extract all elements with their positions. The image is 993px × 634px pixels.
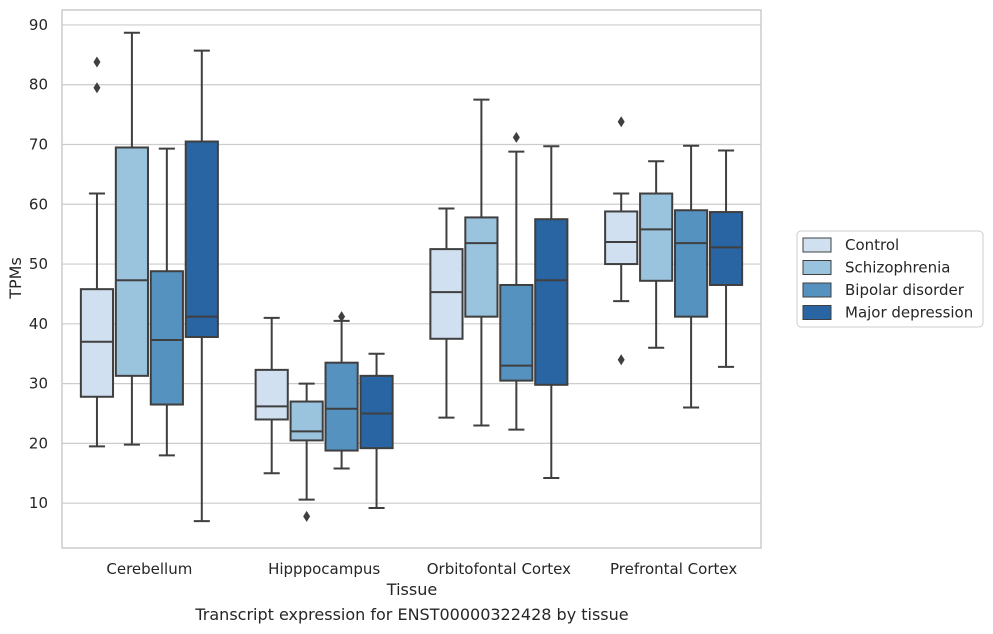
box-major-depression-orbitofontal-cortex [534, 145, 569, 480]
boxes-layer [79, 31, 744, 523]
box-major-depression-cerebellum [184, 49, 219, 523]
legend-swatch [802, 282, 832, 298]
y-tick-label: 40 [29, 315, 48, 333]
box-control-orbitofontal-cortex [429, 207, 464, 419]
chart-caption: Transcript expression for ENST0000032242… [195, 605, 629, 624]
box-bipolar-disorder-orbitofontal-cortex [499, 131, 534, 431]
box-iqr [289, 400, 324, 442]
legend-swatch [802, 260, 832, 275]
box-control-prefrontal-cortex [604, 116, 639, 366]
outlier-point [93, 56, 101, 68]
y-tick-label: 80 [29, 76, 48, 94]
box-schizophrenia-orbitofontal-cortex [464, 98, 499, 427]
outlier-point [338, 311, 346, 323]
outlier-point [512, 131, 520, 143]
legend-swatch [802, 305, 832, 320]
y-tick-labels: 10 20 30 40 50 60 70 80 90 [29, 16, 48, 512]
legend-label: Bipolar disorder [845, 281, 965, 299]
box-iqr [639, 192, 674, 282]
y-tick-label: 50 [29, 255, 48, 273]
y-tick-label: 10 [29, 494, 48, 512]
legend: Control Schizophrenia Bipolar disorder Majo… [796, 230, 984, 328]
box-iqr [359, 374, 394, 450]
y-tick-label: 20 [29, 434, 48, 452]
y-axis-label: TPMs [6, 257, 25, 300]
box-iqr [674, 209, 709, 318]
box-iqr [708, 211, 744, 286]
y-tick-label: 70 [29, 136, 48, 154]
plot-frame [61, 9, 762, 549]
box-iqr [324, 361, 359, 452]
legend-swatch [802, 237, 832, 253]
box-iqr [604, 210, 639, 266]
outlier-point [617, 354, 625, 366]
box-bipolar-disorder-prefrontal-cortex [674, 144, 709, 409]
box-major-depression-hipppocampus [359, 352, 394, 509]
legend-label: Major depression [845, 304, 973, 322]
outlier-point [303, 510, 311, 522]
legend-label: Schizophrenia [845, 259, 950, 277]
box-bipolar-disorder-hipppocampus [324, 311, 359, 470]
box-schizophrenia-hipppocampus [289, 382, 324, 522]
box-bipolar-disorder-cerebellum [149, 147, 184, 457]
box-iqr [254, 368, 289, 421]
x-tick-label: Prefrontal Cortex [610, 560, 737, 578]
x-tick-label: Cerebellum [106, 560, 192, 578]
outlier-point [93, 82, 101, 94]
box-control-cerebellum [79, 56, 115, 448]
x-tick-labels: Cerebellum Hipppocampus Orbitofontal Corte… [106, 560, 737, 578]
box-control-hipppocampus [254, 316, 289, 475]
box-iqr [149, 270, 184, 406]
box-schizophrenia-prefrontal-cortex [639, 160, 674, 349]
box-iqr [429, 248, 464, 340]
box-schizophrenia-cerebellum [114, 31, 149, 446]
box-iqr [114, 146, 149, 377]
legend-label: Control [845, 236, 899, 254]
y-tick-label: 30 [29, 375, 48, 393]
x-tick-label: Orbitofontal Cortex [427, 560, 571, 578]
y-tick-label: 90 [29, 16, 48, 34]
x-axis-label: Tissue [386, 580, 437, 599]
x-tick-label: Hipppocampus [268, 560, 380, 578]
box-iqr [464, 216, 499, 318]
legend-frame [796, 230, 984, 328]
y-tick-label: 60 [29, 195, 48, 213]
box-iqr [184, 140, 219, 338]
box-iqr [534, 218, 569, 386]
box-iqr [79, 288, 115, 398]
outlier-point [617, 116, 625, 128]
box-major-depression-prefrontal-cortex [708, 149, 744, 368]
